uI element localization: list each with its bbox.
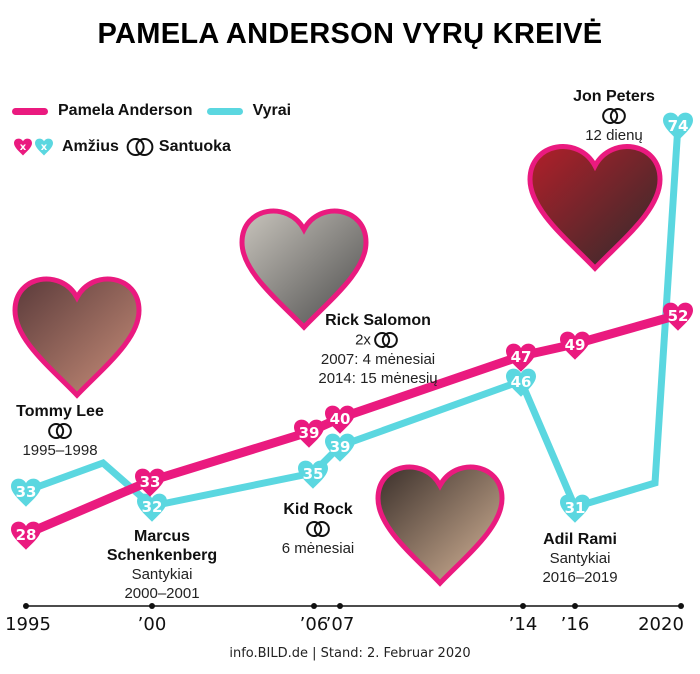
timeline-tick-dot [149, 603, 155, 609]
marriage-row: 2x [278, 330, 478, 350]
legend-vyrai: Vyrai [252, 102, 292, 119]
annotation-tommy: Tommy Lee 1995–1998 [0, 402, 160, 460]
annotation-name: Schenkenberg [106, 547, 218, 564]
chart-title: PAMELA ANDERSON VYRŲ KREIVĖ [97, 18, 603, 50]
wedding-rings-icon [602, 108, 626, 125]
svg-text:46: 46 [511, 373, 532, 391]
photo-heart [527, 144, 663, 272]
annotation-detail: 6 mėnesiai [281, 540, 355, 557]
annotation-detail: 12 dienų [585, 127, 643, 144]
photo-heart [12, 276, 142, 399]
marriage-row [514, 106, 700, 126]
annotation-detail: 2014: 15 mėnesių [318, 370, 438, 387]
vyrai-age-marker: 32 [137, 493, 167, 522]
legend-pamela: Pamela Anderson [58, 102, 193, 119]
svg-text:40: 40 [330, 410, 351, 428]
x-tick-label: 1995 [5, 614, 51, 635]
vyrai-age-marker: 39 [325, 433, 355, 462]
svg-text:74: 74 [668, 117, 689, 135]
annotation-name: Marcus [133, 528, 191, 545]
svg-text:39: 39 [299, 424, 320, 442]
svg-text:52: 52 [668, 307, 689, 325]
x-tick-label: 2020 [638, 614, 684, 635]
annotation-name: Rick Salomon [325, 312, 431, 329]
x-tick-label: ’06 [299, 614, 329, 635]
svg-text:47: 47 [511, 348, 532, 366]
pamela-age-marker: 52 [663, 302, 693, 331]
wedding-rings-icon [602, 108, 626, 125]
marriage-count: 2x [355, 331, 371, 349]
x-tick-label: ’07 [325, 614, 355, 635]
svg-text:35: 35 [303, 465, 324, 483]
source-footer: info.BILD.de | Stand: 2. Februar 2020 [229, 646, 471, 661]
timeline-tick-dot [572, 603, 578, 609]
x-tick-label: ’16 [560, 614, 590, 635]
pamela-age-marker: 40 [325, 405, 355, 434]
annotation-detail: Santykiai [549, 550, 611, 567]
wedding-rings-icon [374, 332, 398, 349]
svg-text:49: 49 [565, 336, 586, 354]
wedding-rings-icon [306, 521, 330, 538]
annotation-adil: Adil Rami Santykiai 2016–2019 [480, 530, 680, 587]
vyrai-swatch [206, 107, 243, 115]
annotation-rick: Rick Salomon 2x 2007: 4 mėnesiai 2014: 15 m… [278, 311, 478, 388]
legend-santuoka: Santuoka [158, 138, 231, 155]
photo-heart [375, 464, 505, 587]
svg-text:x: x [41, 142, 48, 153]
timeline-tick-dot [311, 603, 317, 609]
marriage-row [0, 421, 160, 441]
pamela-age-marker: 49 [560, 331, 590, 360]
vyrai-age-marker: 74 [663, 112, 693, 141]
timeline-tick-dot [337, 603, 343, 609]
pamela-age-marker: 39 [294, 419, 324, 448]
annotation-name: Jon Peters [573, 88, 655, 105]
annotation-name: Kid Rock [283, 501, 353, 518]
annotation-detail: 2000–2001 [124, 585, 200, 602]
vyrai-age-marker: 33 [11, 478, 41, 507]
annotation-detail: 2007: 4 mėnesiai [320, 351, 436, 368]
annotation-detail: 2016–2019 [542, 569, 618, 586]
marriage-row [218, 519, 418, 539]
photo-heart [239, 208, 369, 331]
pamela-age-marker: 28 [11, 521, 41, 550]
svg-text:28: 28 [16, 526, 37, 544]
svg-text:33: 33 [16, 483, 37, 501]
vyrai-age-marker: 31 [560, 494, 590, 523]
x-tick-label: ’00 [137, 614, 167, 635]
wedding-rings-icon [374, 332, 398, 349]
timeline-tick-dot [520, 603, 526, 609]
annotation-detail: 1995–1998 [22, 442, 98, 459]
wedding-rings-icon [48, 423, 72, 440]
annotation-detail: Santykiai [131, 566, 193, 583]
annotation-name: Adil Rami [543, 531, 617, 548]
timeline-tick-dot [678, 603, 684, 609]
annotation-name: Tommy Lee [16, 403, 104, 420]
pamela-age-marker: 47 [506, 343, 536, 372]
vyrai-age-marker: 46 [506, 368, 536, 397]
wedding-rings-icon [306, 521, 330, 538]
timeline-tick-dot [23, 603, 29, 609]
legend-series-row: Pamela Anderson Vyrai [12, 100, 305, 122]
legend-amzius: Amžius [62, 138, 119, 155]
wedding-rings-icon [126, 138, 154, 156]
svg-text:33: 33 [140, 473, 161, 491]
wedding-rings-icon [126, 138, 154, 156]
vyrai-age-marker: 35 [298, 460, 328, 489]
pamela-swatch [12, 107, 48, 115]
svg-text:32: 32 [142, 498, 163, 516]
svg-text:x: x [20, 142, 27, 153]
annotation-kidrock: Kid Rock 6 mėnesiai [218, 500, 418, 558]
svg-text:31: 31 [565, 499, 586, 517]
annotation-jon: Jon Peters 12 dienų [514, 87, 700, 145]
x-tick-label: ’14 [508, 614, 538, 635]
wedding-rings-icon [48, 423, 72, 440]
pamela-age-marker: 33 [135, 468, 165, 497]
annotation-marcus: Marcus Schenkenberg Santykiai 2000–2001 [62, 527, 262, 603]
svg-text:39: 39 [330, 438, 351, 456]
